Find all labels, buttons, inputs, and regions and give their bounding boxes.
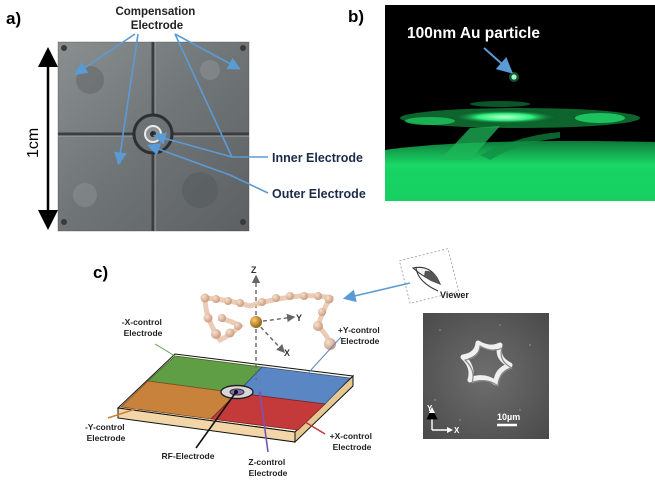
au-particle: [511, 74, 517, 80]
pos-x-label: +X-control Electrode: [330, 431, 375, 452]
panel-c-label: c): [93, 263, 108, 282]
viewer-arrow: [342, 282, 411, 303]
trajectory: [200, 292, 336, 350]
z-control-label: Z-control Electrode: [248, 457, 287, 478]
sem-image: Y X 10µm: [423, 313, 549, 439]
neg-x-label: -X-control Electrode: [122, 317, 165, 338]
axis-x-label: X: [284, 348, 290, 358]
panel-b-label: b): [348, 7, 364, 26]
sem-x-label: X: [454, 426, 460, 435]
rf-label: RF-Electrode: [162, 451, 215, 461]
particle-arrow: [483, 47, 513, 74]
axis-y-label: Y: [296, 313, 302, 323]
neg-y-label: -Y-control Electrode: [85, 422, 127, 443]
pos-y-label: +Y-control Electrode: [338, 325, 382, 346]
trapped-particle: [250, 316, 262, 328]
outer-electrode-label: Outer Electrode: [272, 187, 366, 201]
pos-x-electrode: [210, 392, 326, 431]
axes: [251, 274, 296, 380]
leader-lines: [107, 336, 342, 453]
sem-y-label: Y: [427, 404, 433, 413]
panel-b: b) 100nm Au particle: [348, 5, 655, 201]
panel-c: c) Z Y X: [85, 248, 549, 478]
viewer-icon: [398, 248, 460, 304]
viewer-label: Viewer: [440, 290, 469, 300]
panel-a-label: a): [6, 9, 21, 28]
panel-a: a) 1cm: [6, 6, 366, 232]
scale-bar-label: 10µm: [497, 412, 520, 422]
callout-lines: [74, 33, 269, 194]
inner-electrode-label: Inner Electrode: [272, 151, 363, 165]
scale-label: 1cm: [25, 128, 42, 158]
particle-label: 100nm Au particle: [407, 25, 540, 42]
compensation-label: Compensation Electrode: [115, 6, 198, 32]
star-trap: [460, 340, 513, 386]
axis-z-label: Z: [251, 265, 257, 275]
